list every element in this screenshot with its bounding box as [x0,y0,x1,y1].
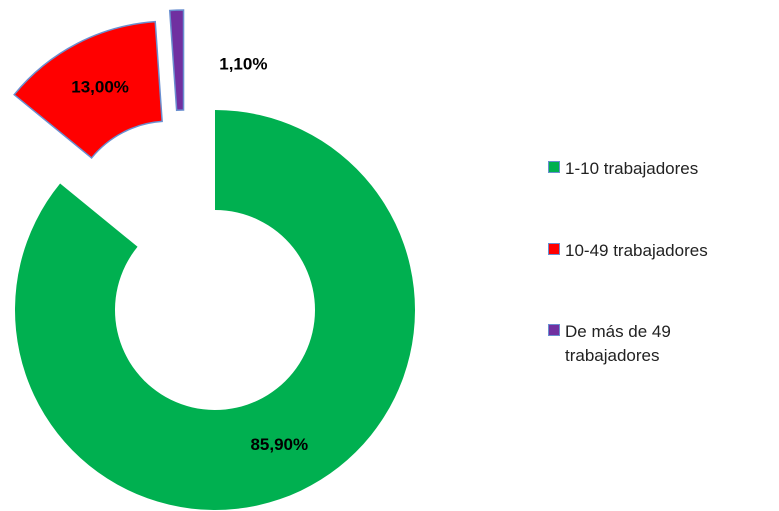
data-label: 13,00% [71,77,129,96]
data-label: 1,10% [219,54,267,73]
legend-swatch [548,243,560,255]
donut-segment [13,20,163,159]
donut-segment [14,110,415,511]
legend-entry: 1-10 trabajadores [548,157,778,181]
legend-label: 10-49 trabajadores [565,241,708,260]
donut-segment [168,9,185,112]
legend-label: De más de 49 trabajadores [565,322,671,365]
legend-swatch [548,161,560,173]
legend-swatch [548,324,560,336]
legend-entry: 10-49 trabajadores [548,239,778,263]
legend-entry: De más de 49 trabajadores [548,320,778,368]
legend-label: 1-10 trabajadores [565,159,699,178]
data-label: 85,90% [250,435,308,454]
